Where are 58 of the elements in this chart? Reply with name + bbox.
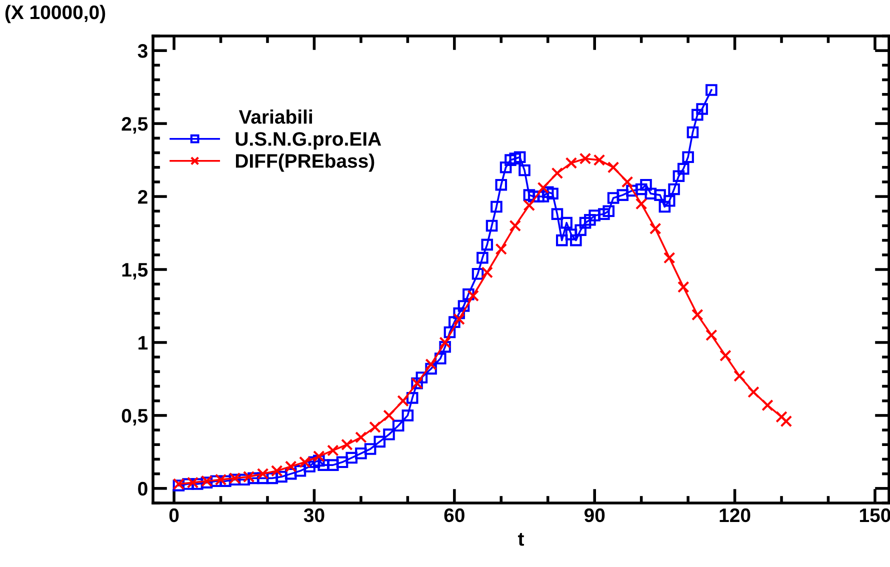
point [369,421,381,434]
point [327,444,339,456]
point [242,470,255,483]
point [762,399,774,412]
point [663,252,676,264]
legend-title: Variabili [238,110,312,124]
y-axis-title: (X 10000,0) [5,4,106,24]
point [649,222,662,235]
point [607,161,620,174]
point [593,154,606,166]
legend-label: U.S.N.G.pro.EIA [236,132,382,150]
point [467,290,480,302]
point [298,456,311,468]
point [284,460,297,472]
point [523,199,536,212]
x-tick-label: 30 [304,508,324,522]
point [720,350,732,362]
x-tick-label: 90 [584,508,605,522]
point [355,431,367,444]
point [312,450,325,462]
point [748,386,760,398]
point [579,152,592,164]
point [621,176,634,188]
point [551,167,564,180]
point [706,329,718,342]
point [692,308,704,321]
legend-label: DIFF(PREbass) [236,154,374,172]
y-tick-label: 1,5 [122,263,148,280]
point [453,313,465,326]
point [397,394,409,407]
point [509,220,522,232]
y-tick-label: 0 [138,482,148,496]
point [439,336,451,348]
x-axis-title: t [518,532,524,546]
point [537,182,550,194]
point [565,157,578,169]
point [341,438,353,451]
point [677,281,690,293]
point [383,410,395,422]
x-tick-label: 60 [444,508,464,522]
x-tick-label: 150 [860,508,890,522]
point [425,358,437,370]
x-tick-label: 0 [169,508,179,522]
point [270,464,283,477]
y-tick-label: 2 [138,190,148,204]
point [734,370,746,382]
point [214,474,227,486]
point [481,266,494,278]
point [186,476,199,488]
y-tick-label: 3 [138,44,148,58]
x-tick-label: 120 [720,508,750,522]
y-tick-label: 1 [138,336,148,350]
y-tick-label: 2,5 [122,117,148,134]
point [780,415,792,428]
point [495,243,508,255]
y-tick-label: 0,5 [122,408,148,426]
point [635,198,648,210]
point [256,468,269,480]
